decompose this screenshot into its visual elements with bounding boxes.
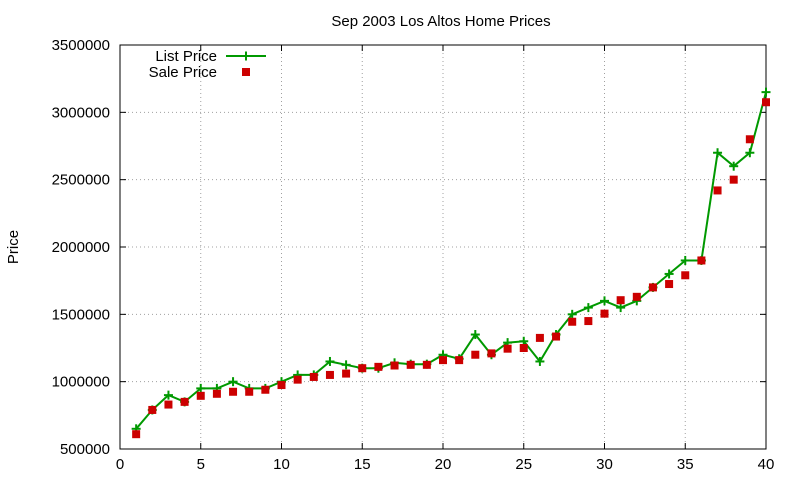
x-axis: 0 5 10 15 20 25 30 35 40 <box>116 45 775 473</box>
point-sale-price <box>616 296 625 305</box>
legend-marker-sale-price <box>242 68 250 76</box>
y-axis-label: Price <box>5 230 22 264</box>
x-tick-label: 5 <box>197 456 205 473</box>
point-sale-price <box>552 332 561 341</box>
x-tick-label: 10 <box>273 456 290 473</box>
point-sale-price <box>148 405 157 414</box>
point-list-price <box>341 360 351 370</box>
point-list-price <box>535 356 545 366</box>
point-list-price <box>325 356 335 366</box>
point-sale-price <box>406 360 415 369</box>
point-sale-price <box>132 430 141 439</box>
point-list-price <box>196 383 206 393</box>
x-tick-label: 20 <box>435 456 452 473</box>
point-sale-price <box>762 98 770 107</box>
point-sale-price <box>568 317 577 326</box>
point-sale-price <box>164 400 173 409</box>
y-tick-label: 500000 <box>60 441 110 458</box>
y-tick-label: 2500000 <box>52 172 110 189</box>
y-tick-label: 1000000 <box>52 374 110 391</box>
point-list-price <box>745 148 755 158</box>
point-list-price <box>228 377 238 387</box>
legend-marker-list-price <box>241 51 251 61</box>
point-sale-price <box>439 356 447 365</box>
y-tick-label: 2000000 <box>52 239 110 256</box>
point-sale-price <box>180 397 189 406</box>
x-tick-label: 30 <box>596 456 613 473</box>
point-sale-price <box>277 381 286 390</box>
point-sale-price <box>245 387 254 396</box>
point-list-price <box>680 255 690 265</box>
point-sale-price <box>212 389 221 398</box>
point-sale-price <box>713 186 722 195</box>
point-sale-price <box>729 175 738 184</box>
y-axis: 500000 1000000 1500000 2000000 2500000 300000… <box>52 37 766 458</box>
point-sale-price <box>697 256 706 265</box>
point-list-price <box>761 87 771 97</box>
point-sale-price <box>632 292 641 301</box>
y-tick-label: 1500000 <box>52 306 110 323</box>
point-sale-price <box>358 364 367 373</box>
point-sale-price <box>471 350 480 359</box>
point-list-price <box>616 303 626 313</box>
point-sale-price <box>422 360 431 369</box>
point-sale-price <box>390 361 399 370</box>
legend-label-list-price: List Price <box>155 48 217 65</box>
x-tick-label: 15 <box>354 456 371 473</box>
point-sale-price <box>374 362 383 371</box>
point-sale-price <box>745 135 754 144</box>
point-sale-price <box>535 333 544 342</box>
point-sale-price <box>196 391 205 400</box>
point-sale-price <box>261 385 270 394</box>
point-sale-price <box>600 309 609 318</box>
point-sale-price <box>665 280 674 289</box>
point-sale-price <box>519 344 528 352</box>
y-tick-label: 3500000 <box>52 37 110 54</box>
point-list-price <box>470 330 480 340</box>
point-list-price <box>729 161 739 171</box>
x-tick-label: 35 <box>677 456 694 473</box>
point-sale-price <box>503 344 512 353</box>
x-tick-label: 25 <box>515 456 532 473</box>
chart-title: Sep 2003 Los Altos Home Prices <box>331 13 550 30</box>
point-list-price <box>600 296 609 306</box>
series-layer <box>131 87 771 439</box>
point-list-price <box>664 269 674 279</box>
series-line-list-price <box>135 91 767 430</box>
point-sale-price <box>455 356 464 365</box>
y-tick-label: 3000000 <box>52 104 110 121</box>
x-tick-label: 0 <box>116 456 124 473</box>
point-sale-price <box>229 387 238 396</box>
x-tick-label: 40 <box>758 456 775 473</box>
point-sale-price <box>487 349 496 358</box>
point-sale-price <box>325 370 334 379</box>
point-list-price <box>567 309 577 319</box>
legend-label-sale-price: Sale Price <box>149 64 217 81</box>
point-sale-price <box>584 317 593 326</box>
point-sale-price <box>681 271 690 280</box>
point-list-price <box>713 148 723 158</box>
point-list-price <box>163 390 173 400</box>
point-sale-price <box>293 375 302 384</box>
point-sale-price <box>309 372 318 381</box>
point-sale-price <box>342 369 351 378</box>
legend: List Price Sale Price <box>149 48 266 81</box>
point-sale-price <box>648 283 657 292</box>
point-list-price <box>583 303 593 313</box>
